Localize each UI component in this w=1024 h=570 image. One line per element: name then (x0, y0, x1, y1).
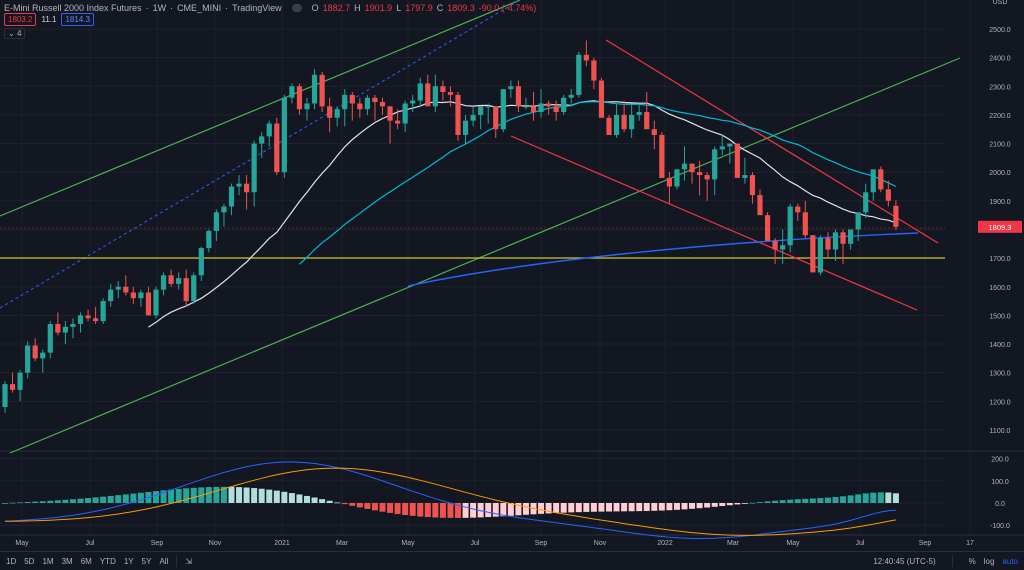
source: TradingView (232, 3, 282, 13)
svg-text:1100.0: 1100.0 (990, 428, 1011, 435)
macd-pane: 200.0 100.0 0.0 -100.0 (0, 457, 1010, 540)
svg-text:Jul: Jul (856, 540, 865, 547)
svg-text:1200.0: 1200.0 (989, 399, 1011, 406)
svg-text:2022: 2022 (657, 540, 673, 547)
svg-text:Sep: Sep (535, 540, 548, 547)
close-value: 1809.3 (447, 3, 475, 13)
svg-text:2200.0: 2200.0 (989, 113, 1011, 120)
svg-text:May: May (401, 540, 415, 547)
bid-badge[interactable]: 1803.2 (4, 13, 37, 26)
chart-legend: E-Mini Russell 2000 Index Futures · 1W · C… (4, 3, 537, 13)
range-all[interactable]: All (159, 556, 169, 566)
svg-text:Sep: Sep (151, 540, 164, 547)
svg-text:Sep: Sep (919, 540, 932, 547)
chevron-down-icon: ⌄ (8, 29, 15, 38)
time-axis[interactable]: May Jul Sep Nov 2021 Mar May Jul Sep Nov 2022 Mar Ma… (15, 540, 974, 547)
low-value: 1797.9 (405, 3, 433, 13)
svg-text:2100.0: 2100.0 (989, 142, 1011, 149)
svg-text:Jul: Jul (86, 540, 95, 547)
range-1d[interactable]: 1D (6, 556, 17, 566)
exchange: CME_MINI (177, 3, 222, 13)
spread-value: 11.1 (41, 15, 57, 24)
range-3m[interactable]: 3M (61, 556, 73, 566)
interval[interactable]: 1W (152, 3, 167, 13)
svg-text:1300.0: 1300.0 (989, 371, 1011, 378)
change-value: -90.0 (-4.74%) (478, 3, 537, 13)
range-6m[interactable]: 6M (80, 556, 92, 566)
goto-date-icon[interactable]: ⇲ (185, 556, 193, 566)
moving-averages (148, 100, 919, 328)
indicators-collapse-button[interactable]: ⌄ 4 (4, 28, 26, 39)
svg-text:Mar: Mar (336, 540, 349, 547)
svg-text:1900.0: 1900.0 (989, 199, 1011, 206)
svg-text:2500.0: 2500.0 (989, 27, 1011, 34)
svg-text:Mar: Mar (727, 540, 740, 547)
range-1m[interactable]: 1M (42, 556, 54, 566)
svg-text:100.0: 100.0 (991, 479, 1009, 486)
price-axis[interactable]: 2500.0 2400.0 2300.0 2200.0 2100.0 2000.0 1900… (978, 0, 1022, 435)
svg-text:-100.0: -100.0 (990, 523, 1010, 530)
candles (2, 40, 899, 413)
high-value: 1901.9 (364, 3, 393, 13)
range-1y[interactable]: 1Y (123, 556, 134, 566)
bid-ask-row: 1803.2 11.1 1814.3 (4, 13, 94, 26)
svg-text:1600.0: 1600.0 (989, 285, 1011, 292)
svg-text:1809.3: 1809.3 (989, 223, 1012, 232)
svg-text:0.0: 0.0 (995, 501, 1005, 508)
svg-text:2000.0: 2000.0 (989, 170, 1011, 177)
auto-scale-toggle[interactable]: auto (1002, 556, 1018, 566)
symbol-title[interactable]: E-Mini Russell 2000 Index Futures (4, 3, 142, 13)
svg-text:May: May (786, 540, 800, 547)
svg-text:Jul: Jul (471, 540, 480, 547)
range-5y[interactable]: 5Y (141, 556, 152, 566)
log-toggle[interactable]: log (983, 556, 995, 566)
range-5d[interactable]: 5D (24, 556, 35, 566)
svg-text:Nov: Nov (209, 540, 222, 547)
percent-toggle[interactable]: % (968, 556, 976, 566)
bottom-toolbar: 1D 5D 1M 3M 6M YTD 1Y 5Y All ⇲ 12:40:45 (UTC-5) … (0, 551, 1024, 570)
open-value: 1882.7 (322, 3, 351, 13)
svg-text:May: May (15, 540, 29, 547)
svg-text:1400.0: 1400.0 (989, 342, 1011, 349)
svg-text:USD: USD (993, 0, 1008, 6)
svg-text:1700.0: 1700.0 (989, 256, 1011, 263)
svg-text:17: 17 (966, 540, 974, 547)
svg-text:2300.0: 2300.0 (989, 84, 1011, 91)
svg-text:200.0: 200.0 (991, 457, 1009, 464)
range-selector: 1D 5D 1M 3M 6M YTD 1Y 5Y All (6, 557, 168, 566)
visibility-icon[interactable] (291, 4, 302, 12)
ask-badge[interactable]: 1814.3 (61, 13, 94, 26)
range-ytd[interactable]: YTD (99, 556, 116, 566)
svg-text:Nov: Nov (594, 540, 607, 547)
svg-text:1500.0: 1500.0 (989, 313, 1011, 320)
drawings (0, 0, 961, 454)
clock[interactable]: 12:40:45 (UTC-5) (873, 556, 936, 566)
svg-text:2400.0: 2400.0 (989, 56, 1011, 63)
svg-text:2021: 2021 (274, 540, 290, 547)
